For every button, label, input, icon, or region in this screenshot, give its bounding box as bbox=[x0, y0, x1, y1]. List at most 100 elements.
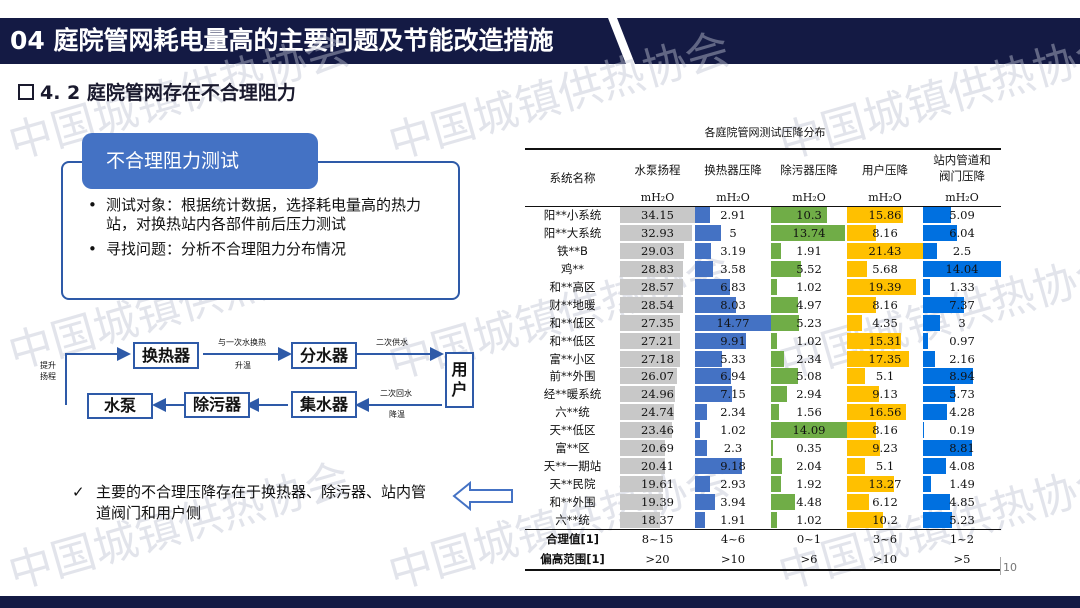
value-label: 27.21 bbox=[641, 333, 674, 348]
system-name: 和**高区 bbox=[549, 279, 596, 294]
value-label: 8.16 bbox=[872, 225, 898, 240]
value-bar-valve bbox=[923, 458, 946, 475]
excess-value: >5 bbox=[953, 551, 971, 566]
value-bar-exchanger bbox=[695, 224, 721, 241]
value-bar-exchanger bbox=[695, 332, 746, 349]
value-bar-pump bbox=[620, 440, 666, 457]
system-name: 天**低区 bbox=[549, 423, 596, 438]
value-bar-valve bbox=[923, 404, 947, 421]
value-label: 10.3 bbox=[796, 208, 822, 222]
value-bar-pump bbox=[620, 404, 675, 421]
value-cell-valve: 4.85 bbox=[923, 494, 1001, 510]
page-title: 04 庭院管网耗电量高的主要问题及节能改造措施 bbox=[10, 26, 554, 55]
value-bar-valve bbox=[923, 314, 940, 331]
reasonable-value: 3~6 bbox=[872, 531, 898, 546]
value-cell-exchanger: 1.91 bbox=[695, 511, 771, 528]
table-row: 阳**小系统 34.15 2.91 10.3 15.86 5.09 bbox=[525, 206, 1005, 224]
value-bar-pump bbox=[620, 207, 695, 223]
value-bar-filter bbox=[771, 458, 782, 475]
section-subtitle-text: 4. 2 庭院管网存在不合理阻力 bbox=[40, 82, 296, 104]
reasonable-value: 8~15 bbox=[641, 531, 674, 546]
value-label: 15.86 bbox=[868, 208, 902, 222]
value-bar-exchanger bbox=[695, 207, 710, 223]
value-cell-user: 17.35 bbox=[847, 350, 923, 367]
value-label: 14.09 bbox=[792, 423, 826, 438]
value-label: 5.1 bbox=[875, 369, 895, 384]
table-row: 富**小区 27.18 5.33 2.34 17.35 2.16 bbox=[525, 350, 1005, 368]
value-label: 1.02 bbox=[796, 279, 822, 294]
value-label: 2.5 bbox=[952, 243, 972, 258]
value-label: 20.41 bbox=[641, 459, 674, 474]
value-label: 1.02 bbox=[796, 333, 822, 348]
value-label: 14.77 bbox=[716, 315, 750, 330]
value-bar-filter bbox=[771, 404, 780, 421]
value-cell-exchanger: 9.91 bbox=[695, 332, 771, 349]
value-label: 5.23 bbox=[949, 512, 975, 527]
value-cell-valve: 4.28 bbox=[923, 404, 1001, 421]
value-cell-valve: 2.16 bbox=[923, 350, 1001, 367]
value-cell-user: 8.16 bbox=[847, 422, 923, 439]
value-cell-user: 15.31 bbox=[847, 332, 923, 349]
value-label: 24.74 bbox=[641, 405, 674, 420]
pressure-drop-table: 系统名称 水泵扬程 换热器压降 除污器压降 用户压降 站内管道和阀门压降 mH₂… bbox=[525, 148, 1005, 571]
system-name: 富**区 bbox=[555, 441, 590, 456]
value-bar-user bbox=[847, 260, 868, 277]
value-label: 2.04 bbox=[796, 459, 822, 474]
value-label: 1.56 bbox=[796, 405, 822, 420]
value-bar-user bbox=[847, 332, 902, 349]
value-cell-filter: 1.02 bbox=[771, 332, 847, 349]
value-cell-filter: 1.92 bbox=[771, 476, 847, 493]
value-bar-valve bbox=[923, 476, 932, 493]
table-row: 和**外围 19.39 3.94 4.48 6.12 4.85 bbox=[525, 493, 1005, 511]
value-label: 1.91 bbox=[720, 512, 746, 527]
system-name: 财**地暖 bbox=[549, 297, 596, 312]
value-cell-pump: 27.21 bbox=[620, 332, 695, 349]
value-bar-pump bbox=[620, 350, 680, 367]
value-cell-valve: 5.09 bbox=[923, 207, 1001, 223]
value-bar-pump bbox=[620, 368, 678, 385]
value-cell-user: 5.1 bbox=[847, 458, 923, 475]
flow-diagram-connectors bbox=[65, 347, 444, 412]
table-body: 阳**小系统 34.15 2.91 10.3 15.86 5.09 阳**大系统 32.93 5… bbox=[525, 206, 1005, 529]
value-cell-filter: 1.02 bbox=[771, 278, 847, 295]
value-bar-filter bbox=[771, 314, 800, 331]
conclusion: ✓ 主要的不合理压降存在于换热器、除污器、站内管道阀门和用户侧 bbox=[72, 482, 432, 524]
col-header-pump: 水泵扬程 bbox=[634, 163, 681, 177]
value-bar-pump bbox=[620, 386, 675, 403]
value-cell-exchanger: 2.34 bbox=[695, 404, 771, 421]
value-cell-user: 8.16 bbox=[847, 224, 923, 241]
table-row: 和**高区 28.57 6.83 1.02 19.39 1.33 bbox=[525, 278, 1005, 296]
value-bar-pump bbox=[620, 224, 693, 241]
value-cell-filter: 0.35 bbox=[771, 440, 847, 457]
unit-label: mH₂O bbox=[716, 191, 750, 204]
value-cell-valve: 1.49 bbox=[923, 476, 1001, 493]
value-cell-user: 6.12 bbox=[847, 494, 923, 510]
unit-label: mH₂O bbox=[868, 191, 902, 204]
conclusion-text: 主要的不合理压降存在于换热器、除污器、站内管道阀门和用户侧 bbox=[96, 483, 427, 522]
value-bar-user bbox=[847, 350, 909, 367]
value-cell-user: 16.56 bbox=[847, 404, 923, 421]
value-cell-user: 4.35 bbox=[847, 314, 923, 331]
value-bar-user bbox=[847, 422, 876, 439]
value-cell-pump: 32.93 bbox=[620, 224, 695, 241]
value-cell-pump: 27.18 bbox=[620, 350, 695, 367]
value-cell-filter: 2.04 bbox=[771, 458, 847, 475]
value-label: 28.57 bbox=[641, 279, 674, 294]
reasonable-label: 合理值[1] bbox=[545, 531, 599, 546]
value-bar-valve bbox=[923, 494, 950, 510]
value-label: 15.31 bbox=[868, 333, 902, 348]
value-label: 4.28 bbox=[949, 405, 975, 420]
value-cell-filter: 13.74 bbox=[771, 224, 847, 241]
value-bar-pump bbox=[620, 476, 664, 493]
value-label: 6.04 bbox=[949, 225, 975, 240]
value-bar-user bbox=[847, 278, 916, 295]
value-label: 8.16 bbox=[872, 423, 898, 438]
value-label: 0.19 bbox=[949, 423, 975, 438]
system-name: 天**民院 bbox=[549, 477, 596, 492]
value-bar-user bbox=[847, 224, 876, 241]
value-bar-valve bbox=[923, 242, 937, 259]
value-bar-exchanger bbox=[695, 260, 714, 277]
value-label: 1.92 bbox=[796, 477, 822, 492]
value-bar-exchanger bbox=[695, 476, 711, 493]
header-bar bbox=[0, 18, 1080, 64]
